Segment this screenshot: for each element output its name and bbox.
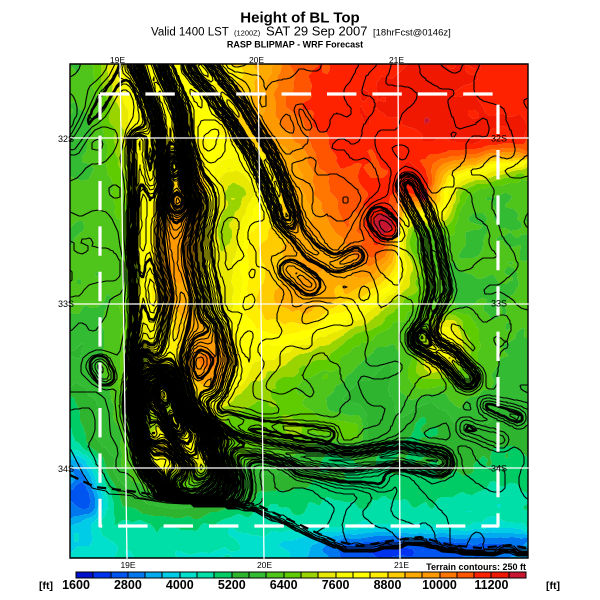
- svg-text:SAT 29 Sep 2007: SAT 29 Sep 2007: [266, 24, 367, 39]
- svg-text:10000: 10000: [422, 578, 457, 592]
- svg-text:[18hrFcst@0146z]: [18hrFcst@0146z]: [373, 28, 451, 39]
- svg-text:8800: 8800: [374, 578, 402, 592]
- svg-text:7600: 7600: [322, 578, 350, 592]
- svg-text:Valid 1400 LST: Valid 1400 LST: [151, 27, 229, 39]
- svg-text:(1200Z): (1200Z): [234, 29, 261, 38]
- svg-text:[ft]: [ft]: [39, 580, 53, 592]
- svg-text:[ft]: [ft]: [546, 580, 560, 592]
- svg-text:19E: 19E: [120, 560, 135, 570]
- svg-text:21E: 21E: [394, 560, 409, 570]
- svg-text:34S: 34S: [58, 464, 74, 474]
- svg-text:33S: 33S: [58, 299, 74, 309]
- svg-text:32S: 32S: [58, 134, 74, 144]
- svg-text:32S: 32S: [491, 134, 507, 144]
- svg-text:4000: 4000: [166, 578, 194, 592]
- svg-text:21E: 21E: [389, 55, 404, 65]
- svg-text:20E: 20E: [257, 560, 272, 570]
- svg-text:RASP BLIPMAP - WRF Forecast: RASP BLIPMAP - WRF Forecast: [227, 40, 363, 50]
- svg-text:20E: 20E: [249, 55, 264, 65]
- svg-text:5200: 5200: [218, 578, 246, 592]
- svg-text:1600: 1600: [62, 578, 90, 592]
- svg-text:33S: 33S: [491, 299, 507, 309]
- svg-text:Terrain contours: 250 ft: Terrain contours: 250 ft: [426, 562, 526, 572]
- svg-text:11200: 11200: [474, 578, 508, 592]
- svg-text:Height of BL Top: Height of BL Top: [240, 9, 359, 26]
- svg-text:2800: 2800: [114, 578, 142, 592]
- svg-text:19E: 19E: [110, 55, 125, 65]
- svg-text:34S: 34S: [491, 464, 507, 474]
- svg-text:6400: 6400: [270, 578, 298, 592]
